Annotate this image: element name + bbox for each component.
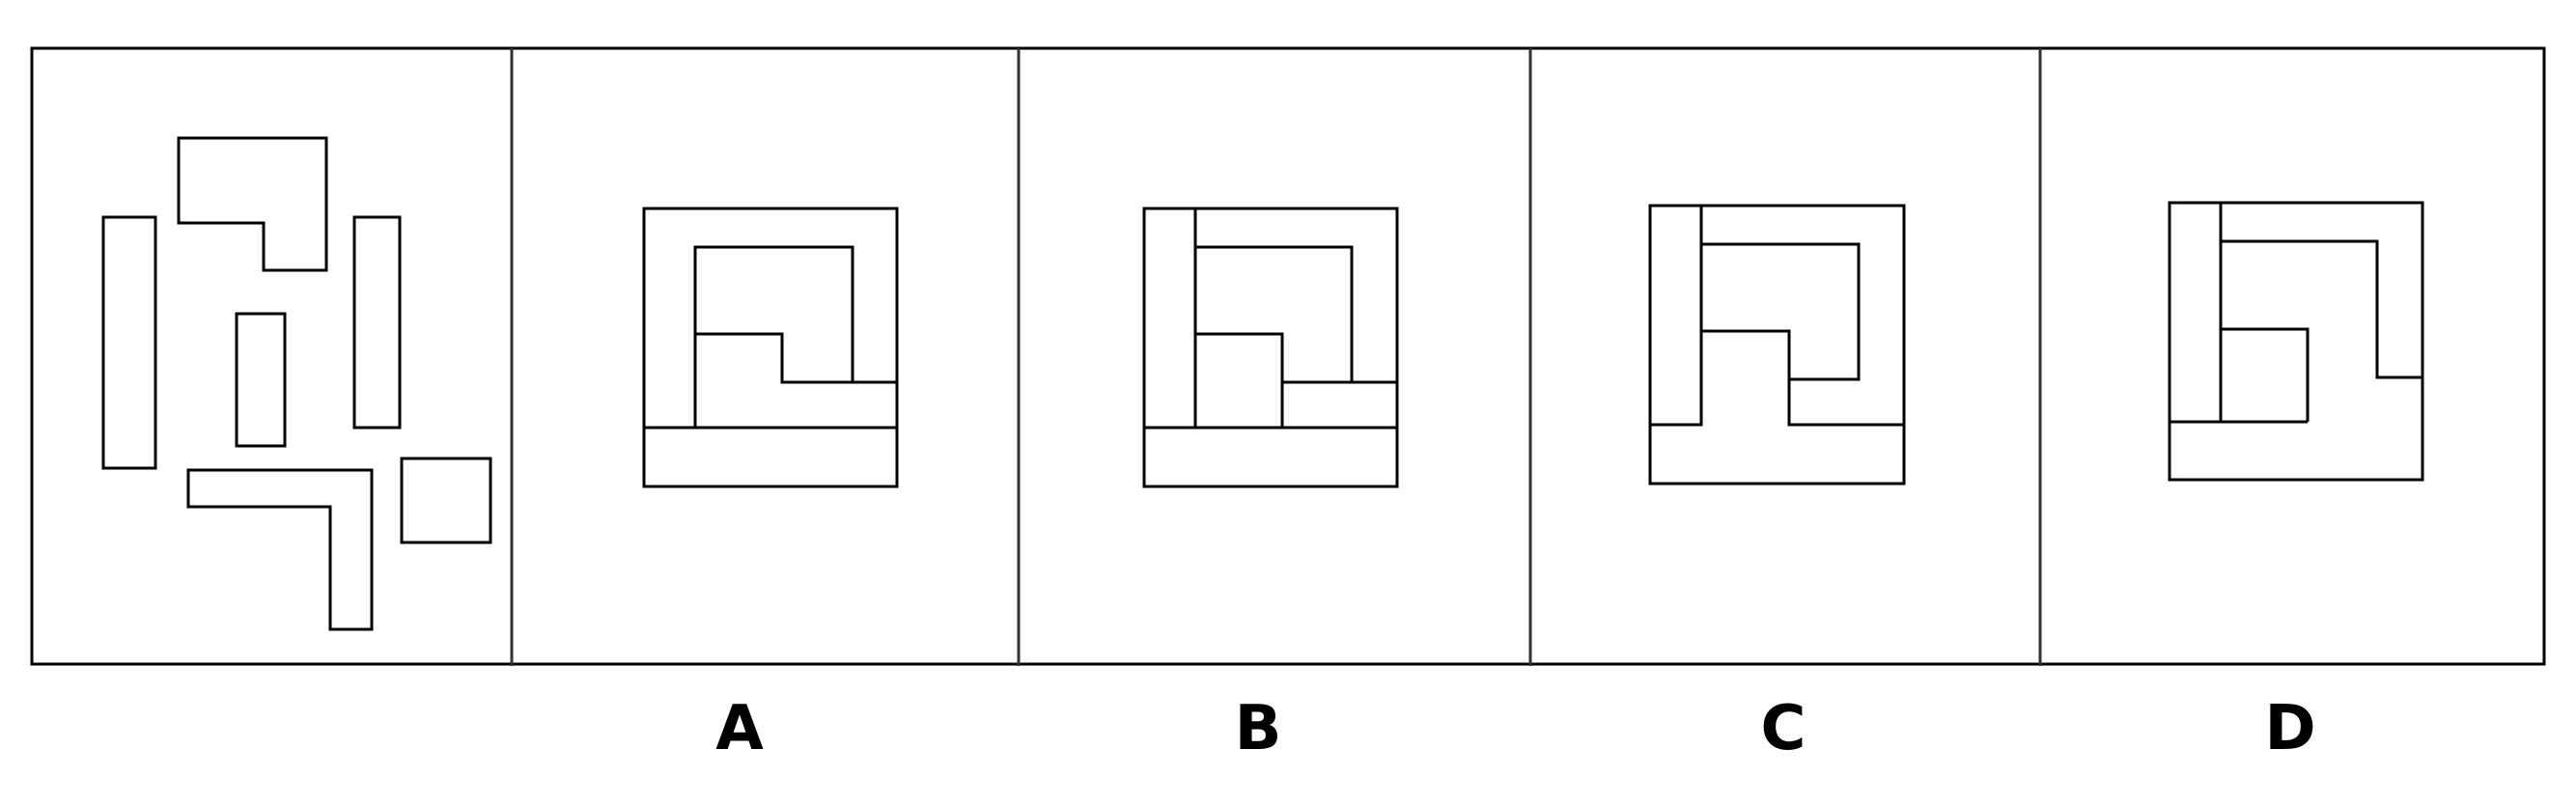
option-d-figure[interactable] xyxy=(2168,201,2424,482)
puzzle-frame xyxy=(30,46,2546,666)
piece-small-bar xyxy=(235,312,287,448)
option-a-figure[interactable] xyxy=(642,207,899,488)
option-a-label[interactable]: A xyxy=(715,693,764,764)
option-c-inner-frame xyxy=(1701,242,1861,381)
option-c-figure[interactable] xyxy=(1648,204,1906,486)
option-b-figure[interactable] xyxy=(1142,207,1399,488)
option-d-left-bar xyxy=(2170,203,2223,424)
option-d-label[interactable]: D xyxy=(2264,693,2316,764)
option-c-left-bar xyxy=(1650,206,1703,427)
question-panel xyxy=(101,136,492,631)
option-a-outer-square xyxy=(642,207,899,488)
option-b-inner-frame xyxy=(1195,245,1354,382)
option-d-outer-square xyxy=(2168,201,2424,482)
option-b-outer-square xyxy=(1142,207,1399,488)
piece-medium-bar xyxy=(352,215,402,430)
option-c-outer-square xyxy=(1648,204,1906,486)
option-c-inner-step xyxy=(1701,329,1904,427)
piece-l-shape-top xyxy=(177,136,328,272)
option-b-inner-square xyxy=(1195,332,1284,428)
option-a-inner-step xyxy=(695,332,897,384)
option-a-inner-frame xyxy=(693,245,854,428)
piece-square xyxy=(400,457,492,544)
option-d-inner-square xyxy=(2221,327,2310,422)
option-b-label[interactable]: B xyxy=(1234,693,1282,764)
option-d-inner-frame xyxy=(2221,239,2422,379)
piece-tall-bar xyxy=(101,215,157,470)
option-c-label[interactable]: C xyxy=(1760,693,1806,764)
piece-l-shape-bottom xyxy=(186,468,374,631)
